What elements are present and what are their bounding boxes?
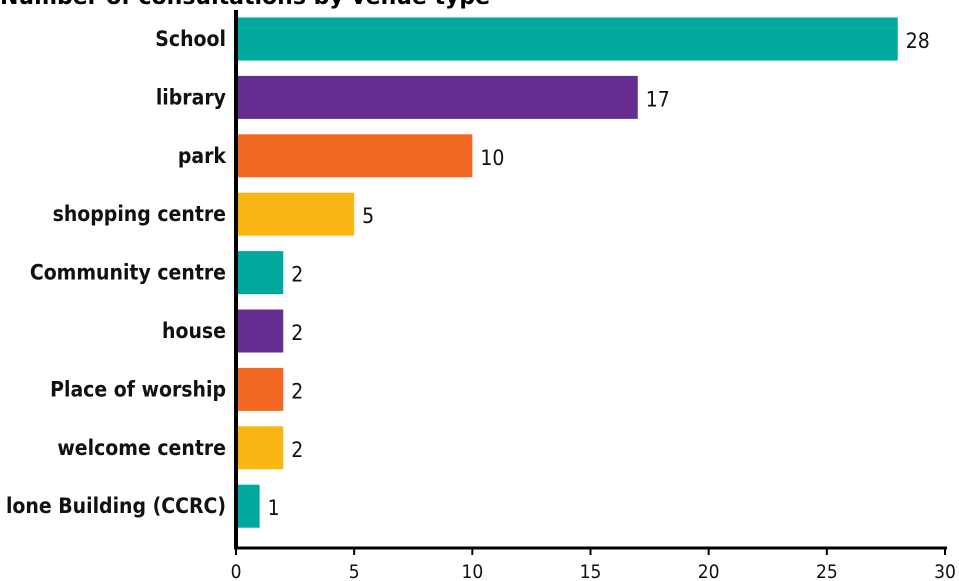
bar-lone-building-ccrc: [238, 484, 260, 528]
category-label-shopping-centre: shopping centre: [53, 202, 226, 226]
x-tick-label-30: 30: [934, 561, 956, 581]
bar-shopping-centre: [238, 192, 355, 236]
bars-layer: [238, 17, 898, 528]
bar-place-of-worship: [238, 367, 284, 411]
bar-community-centre: [238, 251, 284, 295]
value-label-community-centre: 2: [291, 263, 303, 287]
x-tick-label-15: 15: [580, 561, 602, 581]
x-tick-label-5: 5: [349, 561, 360, 581]
category-label-community-centre: Community centre: [30, 261, 226, 285]
category-label-house: house: [162, 319, 226, 343]
value-label-library: 17: [646, 87, 670, 111]
category-label-library: library: [156, 85, 226, 109]
category-label-place-of-worship: Place of worship: [50, 377, 226, 401]
category-label-lone-building-ccrc: lone Building (CCRC): [6, 494, 226, 518]
chart-title: Number of consultations by venue type: [0, 0, 959, 10]
value-label-shopping-centre: 5: [362, 204, 374, 228]
value-label-place-of-worship: 2: [291, 379, 303, 403]
x-tick-label-0: 0: [231, 561, 242, 581]
value-label-school: 28: [906, 29, 930, 53]
bar-library: [238, 75, 638, 119]
value-label-park: 10: [480, 146, 504, 170]
axes-layer: 0 5 10 15 20 25 30: [231, 10, 956, 581]
x-tick-label-25: 25: [816, 561, 838, 581]
bar-welcome-centre: [238, 426, 284, 470]
category-label-park: park: [178, 144, 227, 168]
value-label-welcome-centre: 2: [291, 438, 303, 462]
bar-park: [238, 134, 473, 178]
bar-school: [238, 17, 898, 61]
value-label-house: 2: [291, 321, 303, 345]
category-label-school: School: [155, 27, 226, 51]
category-label-welcome-centre: welcome centre: [57, 436, 226, 460]
x-tick-label-20: 20: [698, 561, 720, 581]
value-label-lone-building-ccrc: 1: [268, 496, 280, 520]
labels-layer: School 28 library 17 park 10 shopping centre 5 C…: [6, 27, 930, 520]
bar-house: [238, 309, 284, 353]
x-tick-label-10: 10: [461, 561, 483, 581]
